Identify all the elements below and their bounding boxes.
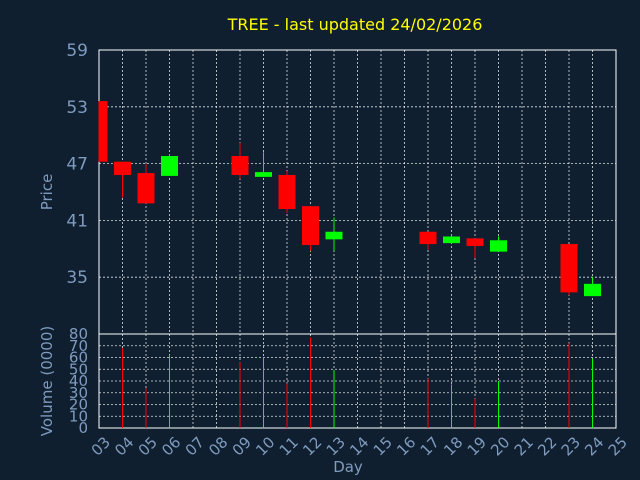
x-tick-label: 16 [393,433,419,459]
chart-title: TREE - last updated 24/02/2026 [227,15,483,34]
price-y-tick-label: 47 [66,155,88,175]
candle-body [99,101,108,162]
x-tick-label: 04 [111,433,137,459]
volume-y-tick-label: 60 [69,349,88,367]
x-tick-label: 21 [511,433,537,459]
x-tick-label: 20 [487,433,513,459]
volume-y-tick-label: 70 [69,337,88,355]
candle-body [161,156,178,176]
x-ticks: 0304050607080910111213141516171819202122… [88,433,631,459]
candle-body [443,236,460,244]
price-y-tick-label: 59 [66,41,88,61]
price-y-tick-label: 53 [66,98,88,118]
volume-y-tick-label: 50 [69,360,88,378]
candle-body [302,206,319,246]
volume-axis-label: Volume (0000) [38,326,56,436]
volume-y-tick-label: 0 [78,419,88,437]
volume-y-tick-label: 20 [69,396,88,414]
x-tick-label: 18 [440,433,466,459]
candle-body [255,172,272,177]
x-tick-label: 11 [276,433,302,459]
x-tick-label: 13 [323,433,349,459]
candle-body [278,174,296,210]
x-tick-label: 19 [464,433,490,459]
volume-plot-area [98,333,617,429]
candle-body [490,240,507,252]
volume-y-tick-label: 30 [69,384,88,402]
volume-y-tick-label: 80 [69,325,88,343]
volume-bars [122,337,593,428]
x-tick-label: 23 [558,433,584,459]
candle-body [419,231,437,245]
x-tick-label: 07 [182,433,208,459]
x-tick-label: 24 [581,433,607,459]
candle-body [325,231,343,240]
price-axis-label: Price [38,174,56,211]
x-tick-label: 05 [135,433,161,459]
x-tick-label: 06 [158,433,184,459]
candle-body [114,161,131,175]
volume-y-tick-label: 40 [69,372,88,390]
x-tick-label: 14 [346,433,372,459]
candle-body [584,283,601,297]
volume-y-tick-label: 10 [69,407,88,425]
x-tick-label: 08 [205,433,231,459]
candle-body [231,156,249,175]
x-tick-label: 25 [605,433,631,459]
x-tick-label: 22 [534,433,560,459]
x-axis-label: Day [333,458,363,476]
candle-body [137,173,155,204]
x-tick-label: 15 [370,433,396,459]
candle-body [466,238,484,246]
candles [98,101,601,297]
x-tick-label: 12 [299,433,325,459]
price-y-ticks: 35 41 47 53 59 [66,41,88,288]
candle-body [560,244,578,293]
price-y-tick-label: 41 [66,211,88,231]
x-tick-label: 03 [88,433,114,459]
x-tick-label: 17 [417,433,443,459]
x-tick-label: 10 [252,433,278,459]
x-tick-label: 09 [229,433,255,459]
price-y-tick-label: 35 [66,268,88,288]
